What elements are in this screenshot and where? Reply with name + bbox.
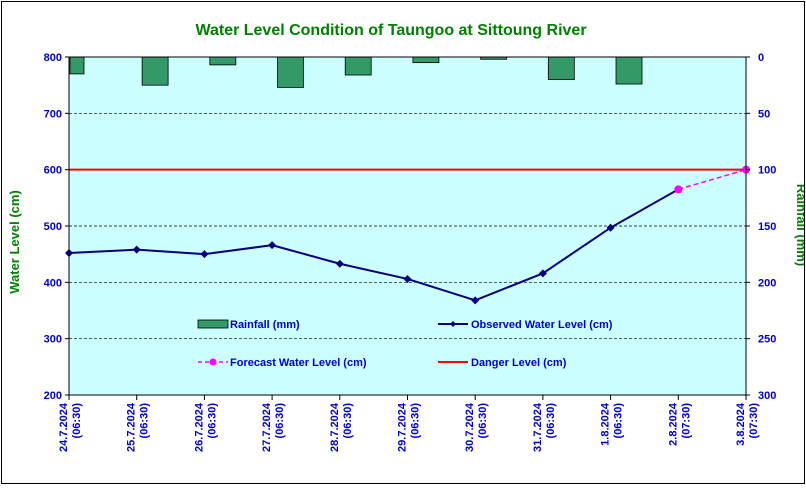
legend-rainfall-swatch [197, 319, 229, 329]
right-tick-label: 300 [758, 390, 776, 402]
legend-observed-marker [450, 321, 456, 327]
right-tick-label: 250 [758, 334, 776, 346]
right-tick-label: 50 [758, 108, 770, 120]
rainfall-bar [615, 56, 643, 85]
rainfall-bar [209, 56, 237, 66]
x-tick-time-label: (06:30) [545, 403, 557, 439]
legend-forecast-marker [209, 358, 217, 366]
observed-point [538, 269, 547, 278]
legend-observed-label: Observed Water Level (cm) [471, 319, 613, 331]
left-tick-label: 700 [44, 108, 62, 120]
left-tick-label: 600 [44, 165, 62, 177]
right-tick-label: 150 [758, 221, 776, 233]
x-tick-label: 2.8.2024 [667, 402, 679, 446]
x-axis-ticks: 24.7.2024 (06:30) 25.7.2024 (06:30) 26.7.202… [58, 395, 760, 452]
observed-series [65, 188, 679, 305]
x-tick-label: 29.7.2024 [397, 402, 409, 452]
x-tick-label: 1.8.2024 [600, 402, 612, 446]
observed-line [68, 188, 679, 302]
x-tick-label: 31.7.2024 [532, 402, 544, 452]
legend: Rainfall (mm) Observed Water Level (cm) … [197, 319, 613, 369]
observed-point [200, 250, 209, 259]
rainfall-bar [344, 56, 372, 76]
x-tick-label: 24.7.2024 [58, 402, 70, 452]
forecast-line [678, 168, 747, 191]
x-tick-time-label: (06:30) [274, 403, 286, 439]
x-tick-label: 27.7.2024 [261, 402, 273, 452]
right-tick-label: 200 [758, 277, 776, 289]
legend-forecast-label: Forecast Water Level (cm) [230, 357, 367, 369]
observed-point [132, 245, 141, 254]
legend-danger-label: Danger Level (cm) [471, 357, 567, 369]
x-tick-time-label: (07:30) [748, 403, 760, 439]
left-tick-label: 800 [44, 52, 62, 64]
x-tick-label: 30.7.2024 [464, 402, 476, 452]
observed-point [606, 223, 615, 232]
x-tick-time-label: (06:30) [410, 403, 422, 439]
legend-rainfall-label: Rainfall (mm) [230, 319, 300, 331]
y2-axis-label: Rainfall (mm) [794, 184, 804, 266]
rainfall-bar [547, 56, 575, 80]
right-tick-label: 100 [758, 165, 776, 177]
left-tick-label: 400 [44, 277, 62, 289]
left-axis-ticks: 200 300 400 500 600 700 800 [44, 52, 69, 402]
observed-point [268, 241, 277, 250]
chart-title: Water Level Condition of Taungoo at Sitt… [195, 22, 586, 39]
y-axis-label: Water Level (cm) [7, 190, 22, 294]
x-tick-time-label: (06:30) [477, 403, 489, 439]
x-tick-time-label: (07:30) [680, 403, 692, 439]
rainfall-bars [69, 56, 643, 88]
x-tick-label: 28.7.2024 [329, 402, 341, 452]
observed-point [471, 296, 480, 305]
left-tick-label: 200 [44, 390, 62, 402]
observed-point [403, 274, 412, 283]
left-tick-label: 300 [44, 334, 62, 346]
observed-point [335, 259, 344, 268]
rainfall-bar [141, 56, 169, 86]
right-axis-ticks: 0 50 100 150 200 250 300 [746, 52, 776, 402]
left-tick-label: 500 [44, 221, 62, 233]
x-tick-label: 3.8.2024 [735, 402, 747, 446]
rainfall-bar [412, 56, 440, 64]
x-tick-time-label: (06:30) [206, 403, 218, 439]
rainfall-bar [69, 56, 85, 75]
forecast-point [674, 185, 683, 194]
x-tick-label: 25.7.2024 [126, 402, 138, 452]
rainfall-bar [277, 56, 304, 88]
x-tick-label: 26.7.2024 [193, 402, 205, 452]
x-tick-time-label: (06:30) [71, 403, 83, 439]
x-tick-time-label: (06:30) [139, 403, 151, 439]
x-tick-time-label: (06:30) [342, 403, 354, 439]
right-tick-label: 0 [758, 52, 764, 64]
x-tick-time-label: (06:30) [613, 403, 625, 439]
